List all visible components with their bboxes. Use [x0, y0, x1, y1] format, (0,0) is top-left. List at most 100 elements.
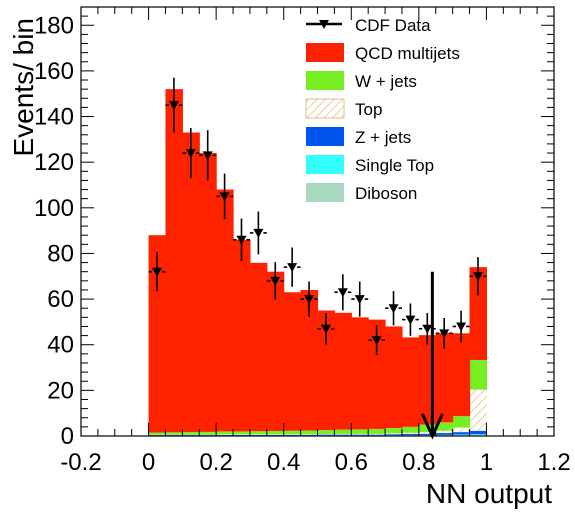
bar-w-jets: [401, 426, 420, 433]
legend-item: Top: [305, 98, 382, 119]
x-tick-labels: -0.2 0 0.2 0.4 0.6 0.8 1 1.2: [60, 449, 570, 476]
y-tick-label: 0: [61, 423, 74, 450]
legend-swatch: [306, 43, 344, 62]
bar-qcd-multijets: [334, 312, 352, 430]
data-point: [283, 247, 301, 287]
legend-swatch: [305, 98, 345, 119]
x-tick-label: 1.2: [537, 449, 570, 476]
bar-qcd-multijets: [469, 267, 488, 361]
data-point: [266, 262, 284, 300]
data-point-marker: [168, 101, 179, 111]
bar-top: [452, 427, 471, 433]
bar-z-jets: [385, 434, 403, 436]
data-point: [182, 127, 200, 179]
x-tick-label: -0.2: [60, 449, 101, 476]
data-point: [216, 173, 234, 220]
bar-single-top: [469, 434, 488, 436]
legend-label: Single Top: [355, 156, 434, 175]
x-tick-label: 0.8: [402, 449, 435, 476]
legend-data-marker: [319, 20, 329, 29]
y-tick-label: 160: [34, 58, 74, 85]
bar-w-jets: [300, 430, 319, 435]
data-point: [401, 303, 419, 336]
x-tick-label: 1: [480, 449, 493, 476]
x-tick-label: 0: [142, 449, 155, 476]
bar-w-jets: [148, 432, 167, 435]
bar-z-jets: [469, 430, 488, 435]
y-tick-label: 20: [47, 377, 74, 404]
bar-w-jets: [266, 430, 285, 435]
bar-qcd-multijets: [148, 235, 167, 433]
y-tick-label: 120: [34, 149, 74, 176]
legend-swatch: [306, 155, 344, 174]
bar-w-jets: [351, 429, 369, 434]
data-point-marker: [422, 324, 433, 334]
bar-w-jets: [233, 431, 251, 435]
legend-label: CDF Data: [355, 16, 431, 35]
bar-w-jets: [385, 428, 403, 434]
y-tick-labels: 0 20 40 60 80 100 120 140 160 180: [34, 12, 74, 450]
data-point: [317, 313, 335, 345]
bar-qcd-multijets: [165, 89, 183, 433]
data-point: [469, 257, 487, 296]
legend-item: CDF Data: [306, 16, 431, 35]
data-point-marker: [270, 276, 281, 286]
bar-qcd-multijets: [317, 310, 335, 431]
data-point: [300, 281, 318, 317]
bar-qcd-multijets: [435, 332, 454, 423]
data-point-marker: [202, 151, 213, 161]
bar-w-jets: [368, 428, 386, 434]
legend-label: W + jets: [355, 72, 417, 91]
data-point-marker: [337, 288, 348, 298]
bar-qcd-multijets: [300, 289, 319, 431]
data-point: [435, 318, 453, 349]
data-point-marker: [152, 267, 163, 277]
bar-top: [351, 433, 369, 435]
data-point: [199, 130, 217, 181]
data-point-marker: [472, 272, 483, 282]
data-point-marker: [219, 192, 230, 202]
data-point-marker: [287, 263, 298, 273]
data-point-marker: [320, 324, 331, 334]
bar-w-jets: [199, 431, 217, 435]
data-point-marker: [354, 295, 365, 305]
legend-label: Z + jets: [355, 128, 411, 147]
y-tick-label: 40: [47, 332, 74, 359]
data-point: [148, 252, 166, 292]
legend-item: W + jets: [306, 71, 417, 91]
data-point-marker: [371, 336, 382, 346]
bar-z-jets: [401, 433, 420, 436]
bar-qcd-multijets: [182, 132, 200, 433]
bar-top: [368, 433, 386, 435]
bar-z-jets: [452, 432, 471, 435]
data-point: [368, 325, 386, 355]
y-axis-title: Events/ bin: [8, 18, 39, 157]
data-point: [385, 291, 402, 326]
data-point-marker: [236, 235, 247, 245]
bar-w-jets: [283, 430, 302, 435]
data-point: [418, 313, 436, 345]
bar-qcd-multijets: [233, 239, 251, 432]
legend-item: Z + jets: [306, 127, 411, 147]
axis-ticks: [80, 6, 555, 437]
bar-top: [401, 432, 420, 434]
bar-top: [435, 430, 454, 434]
data-point-marker: [405, 315, 416, 325]
bar-qcd-multijets: [199, 153, 217, 432]
bar-z-jets: [351, 434, 369, 436]
bar-w-jets: [469, 360, 488, 390]
bar-z-jets: [334, 434, 352, 436]
y-tick-label: 140: [34, 104, 74, 131]
data-point-marker: [185, 149, 196, 159]
bar-w-jets: [182, 432, 200, 435]
data-point: [249, 211, 267, 255]
bar-single-top: [435, 434, 454, 436]
bar-qcd-multijets: [249, 262, 268, 432]
bar-qcd-multijets: [266, 271, 285, 431]
legend-item: Single Top: [306, 155, 434, 175]
legend-label: Top: [355, 100, 382, 119]
data-points: [148, 77, 487, 355]
bar-w-jets: [216, 431, 234, 435]
bar-qcd-multijets: [385, 326, 403, 429]
legend-item: Diboson: [306, 183, 417, 203]
